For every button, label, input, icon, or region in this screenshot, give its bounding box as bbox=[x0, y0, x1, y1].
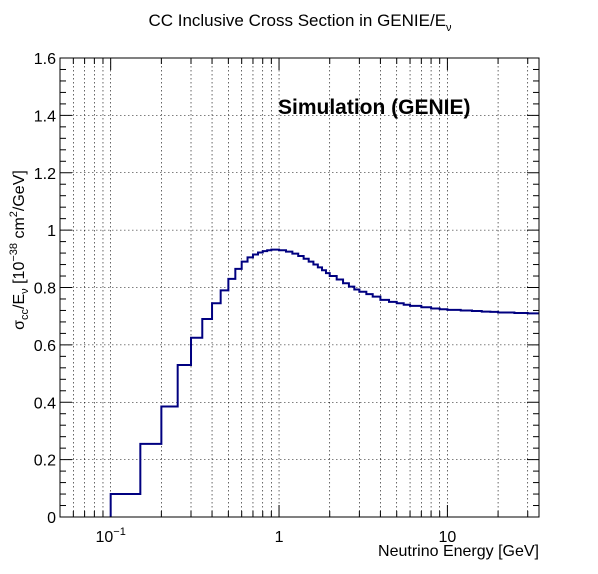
chart-title-subscript: ν bbox=[446, 22, 452, 34]
y-tick-label: 1.4 bbox=[34, 108, 56, 125]
y-tick-label: 0.6 bbox=[34, 338, 56, 355]
y-tick-label: 0.4 bbox=[34, 395, 56, 412]
y-tick-label: 0 bbox=[47, 510, 56, 527]
y-tick-labels: 0 0.2 0.4 0.6 0.8 1 1.2 1.4 1.6 bbox=[34, 51, 56, 527]
axis-ticks bbox=[59, 57, 539, 518]
y-tick-label: 1 bbox=[47, 223, 56, 240]
y-label-cc: cc bbox=[19, 308, 31, 320]
grid bbox=[59, 57, 539, 518]
y-label-sigma: σ bbox=[11, 320, 28, 330]
x-tick-label: 1 bbox=[275, 529, 284, 546]
y-label-tail: /GeV] bbox=[11, 170, 28, 211]
y-axis-label: σcc/Eν [10−38 cm2/GeV] bbox=[8, 170, 31, 330]
plot-frame bbox=[59, 57, 540, 518]
x-tick-labels: 10−1 1 10 bbox=[96, 526, 457, 546]
y-label-bracket: [10 bbox=[11, 262, 28, 289]
y-tick-label: 0.2 bbox=[34, 453, 56, 470]
y-tick-label: 1.6 bbox=[34, 51, 56, 68]
series-line bbox=[109, 248, 539, 517]
y-tick-label: 1.2 bbox=[34, 166, 56, 183]
y-label-two: 2 bbox=[8, 211, 20, 217]
x-axis-label: Neutrino Energy [GeV] bbox=[378, 543, 539, 560]
y-label-unit: cm bbox=[11, 217, 28, 243]
chart-title-main: CC Inclusive Cross Section in GENIE/E bbox=[148, 11, 446, 30]
annotation-label: Simulation (GENIE) bbox=[278, 96, 471, 119]
x-tick-label: 10−1 bbox=[96, 526, 126, 546]
chart-title: CC Inclusive Cross Section in GENIE/Eν bbox=[148, 11, 452, 34]
y-label-nu: ν bbox=[19, 288, 31, 294]
y-label-sep: /E bbox=[11, 294, 28, 309]
y-tick-label: 0.8 bbox=[34, 281, 56, 298]
y-label-exp: −38 bbox=[8, 243, 20, 262]
x-tick-label: 10 bbox=[439, 529, 457, 546]
